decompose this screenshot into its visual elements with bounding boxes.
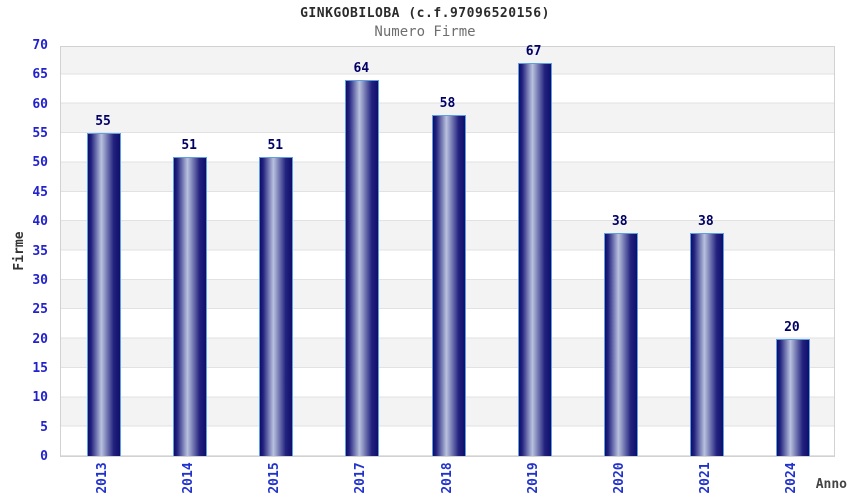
bar-value-label: 38 xyxy=(611,213,628,229)
bar-value-label: 55 xyxy=(95,114,111,130)
y-tick-label: 5 xyxy=(40,419,48,435)
x-tick-label: 2015 xyxy=(267,462,283,494)
y-tick-label: 0 xyxy=(40,449,48,464)
x-tick-label: 2017 xyxy=(353,462,369,494)
chart-subtitle: Numero Firme xyxy=(374,24,476,40)
bar-value-label: 20 xyxy=(784,319,800,335)
y-tick-label: 20 xyxy=(32,331,48,347)
bar-value-label: 51 xyxy=(267,137,284,153)
bar-value-label: 58 xyxy=(439,96,456,112)
bar-value-label: 38 xyxy=(698,213,714,229)
y-tick-label: 65 xyxy=(32,67,48,83)
bar xyxy=(689,232,724,456)
x-tick-label: 2021 xyxy=(697,462,713,494)
bar-value-label: 67 xyxy=(525,43,542,59)
bar xyxy=(775,338,810,456)
y-tick-label: 10 xyxy=(32,390,48,406)
y-tick-label: 15 xyxy=(32,360,48,376)
bar xyxy=(431,115,466,456)
bar xyxy=(87,133,122,456)
bar xyxy=(517,62,552,456)
x-tick-label: 2020 xyxy=(611,462,627,494)
y-tick-label: 35 xyxy=(32,243,48,259)
y-tick-label: 30 xyxy=(32,272,48,288)
bar-value-label: 51 xyxy=(181,137,197,153)
bar xyxy=(173,156,208,456)
bar-value-label: 64 xyxy=(353,61,370,77)
x-tick-label: 2024 xyxy=(783,462,799,494)
y-tick-label: 55 xyxy=(32,126,48,142)
bar xyxy=(345,80,380,456)
y-tick-label: 40 xyxy=(32,214,48,230)
bar xyxy=(603,232,638,456)
y-tick-label: 60 xyxy=(32,96,48,112)
x-tick-label: 2018 xyxy=(439,462,455,494)
chart-title: GINKGOBILOBA (c.f.97096520156) xyxy=(300,6,550,21)
x-tick-label: 2019 xyxy=(525,462,541,494)
y-tick-label: 70 xyxy=(32,38,48,53)
x-axis-title: Anno xyxy=(815,477,847,492)
plot-area xyxy=(60,46,835,457)
x-tick-label: 2014 xyxy=(181,462,197,494)
y-tick-label: 45 xyxy=(32,184,48,200)
y-tick-label: 25 xyxy=(32,302,48,318)
x-tick-label: 2013 xyxy=(95,462,111,494)
bar xyxy=(259,156,294,456)
y-tick-label: 50 xyxy=(32,155,48,171)
